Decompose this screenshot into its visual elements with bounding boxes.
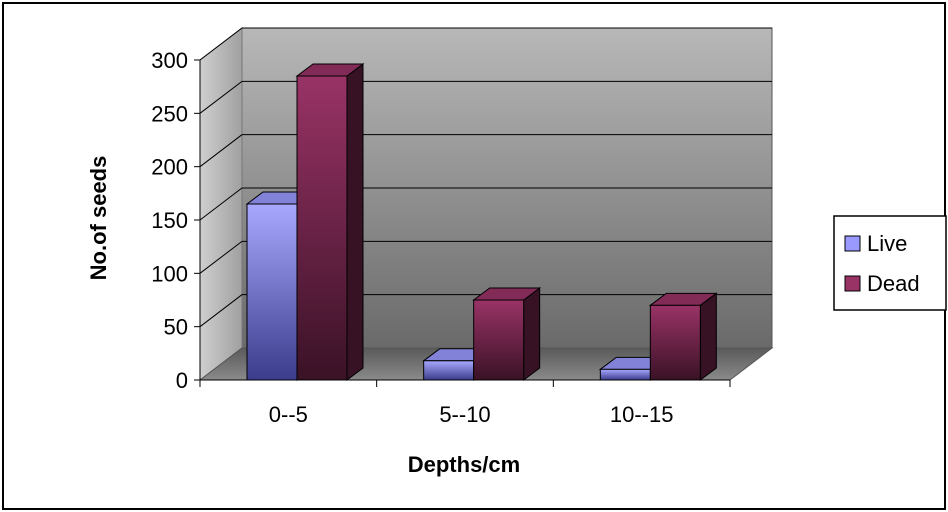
- y-tick-label: 100: [151, 261, 188, 286]
- x-tick-label: 10--15: [610, 402, 674, 427]
- axes: [194, 59, 731, 387]
- bar-dead-0--5: [295, 63, 365, 381]
- gridline: [199, 240, 772, 274]
- legend-label-live: Live: [867, 231, 907, 256]
- y-tick-label: 0: [176, 368, 188, 393]
- legend-box: [833, 215, 947, 311]
- y-tick-labels: 0 50 100 150 200 250 300: [151, 48, 188, 393]
- x-axis-title: Depths/cm: [408, 452, 520, 477]
- x-tick-label: 0--5: [269, 402, 308, 427]
- bar-dead-10--15: [648, 292, 718, 381]
- y-tick-label: 50: [164, 315, 188, 340]
- gridlines: [199, 27, 772, 328]
- gridline: [199, 27, 772, 61]
- x-tick-labels: 0--5 5--10 10--15: [269, 402, 674, 427]
- gridline: [199, 187, 772, 221]
- bar-dead-5--10: [472, 287, 542, 381]
- legend-swatch-live: [844, 235, 861, 252]
- y-tick-label: 300: [151, 48, 188, 73]
- y-tick-label: 200: [151, 155, 188, 180]
- legend-label-dead: Dead: [867, 271, 920, 296]
- y-tick-label: 150: [151, 208, 188, 233]
- bars: [245, 63, 718, 381]
- y-tick-label: 250: [151, 101, 188, 126]
- legend-swatch-dead: [844, 275, 861, 292]
- gridline: [199, 294, 772, 328]
- gridline: [199, 134, 772, 168]
- gridline: [199, 80, 772, 114]
- y-axis-title: No.of seeds: [86, 156, 111, 281]
- legend: Live Dead: [833, 215, 947, 311]
- x-tick-label: 5--10: [439, 402, 490, 427]
